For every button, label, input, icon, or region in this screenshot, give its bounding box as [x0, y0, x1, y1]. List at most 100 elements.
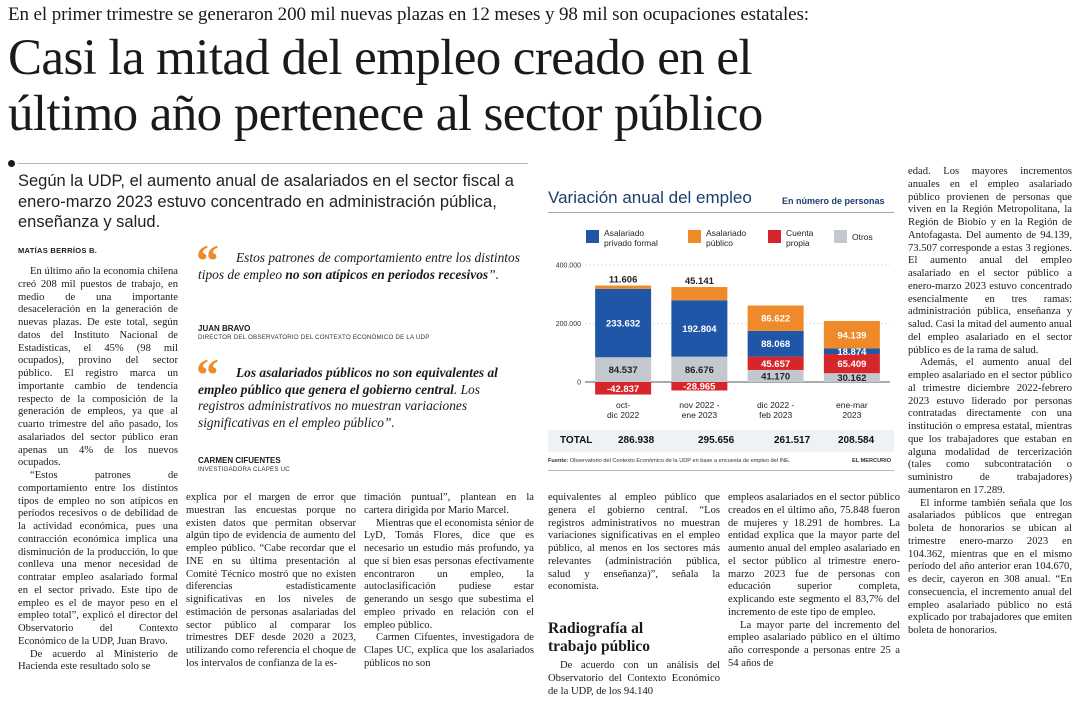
bar-segment: [747, 356, 804, 370]
total-label: TOTAL: [560, 435, 593, 446]
bar-segment: [671, 287, 728, 301]
subhead-line-2: trabajo público: [548, 638, 651, 655]
bar-segment: [747, 330, 804, 357]
legend-label-public: Asalariado público: [706, 228, 747, 248]
source-label: Fuente:: [548, 458, 569, 464]
paragraph: Mientras que el economista sénior de LyD…: [364, 517, 534, 631]
chart-unit: En número de personas: [782, 196, 885, 206]
data-label: 45.141: [685, 276, 715, 287]
bar-segment: [595, 357, 652, 382]
y-tick-label: 0: [577, 380, 581, 387]
x-tick-label: ene-mar: [836, 400, 868, 410]
chart-title: Variación anual del empleo: [548, 188, 752, 207]
y-tick-label: 200.000: [556, 321, 581, 328]
quote-1-text: Estos patrones de comportamiento entre l…: [198, 250, 520, 282]
total-value: 208.584: [838, 435, 875, 446]
data-label: 86.676: [685, 365, 714, 376]
quote-2-author: CARMEN CIFUENTES: [198, 456, 281, 465]
quote-1-role: DIRECTOR DEL OBSERVATORIO DEL CONTEXTO E…: [198, 334, 430, 341]
article-column-6: edad. Los mayores incrementos anuales en…: [908, 166, 1072, 638]
data-label: -42.837: [607, 384, 639, 395]
data-label: 30.162: [837, 373, 866, 384]
source-text: Observatorio del Contexto Económico de l…: [569, 458, 791, 464]
bar-segment: [671, 356, 728, 382]
x-tick-label: oct-: [616, 400, 630, 410]
quote-1-end: ”.: [488, 266, 499, 282]
paragraph: equivalentes al empleo público que gener…: [548, 492, 720, 593]
kicker: En el primer trimestre se generaron 200 …: [8, 4, 809, 25]
lead-paragraph: Según la UDP, el aumento anual de asalar…: [18, 172, 514, 231]
x-tick-label: dic 2022 -: [757, 400, 794, 410]
quote-1-author: JUAN BRAVO: [198, 324, 251, 333]
chart-bottom-rule: [548, 470, 894, 471]
x-tick-label: feb 2023: [759, 410, 792, 420]
paragraph: explica por el margen de error que muest…: [186, 492, 356, 669]
legend-label-selfemployed: Cuenta propia: [786, 228, 814, 248]
data-label: 233.632: [606, 319, 640, 330]
chart-title-rule: [548, 212, 894, 213]
legend-label-private: Asalariado privado formal: [604, 228, 658, 248]
bar-segment: [823, 320, 880, 349]
quote-mark-icon: “: [196, 235, 219, 286]
data-label: 45.657: [761, 359, 790, 370]
data-label: 88.068: [761, 339, 790, 350]
quote-2-text: . Los registros administrativos no muest…: [198, 381, 480, 430]
article-column-4: equivalentes al empleo público que gener…: [548, 492, 720, 594]
paragraph: Además, el aumento anual del empleo asal…: [908, 357, 1072, 496]
total-value: 295.656: [698, 435, 735, 446]
headline-line-1: Casi la mitad del empleo creado en el: [8, 30, 753, 86]
bar-segment: [595, 382, 652, 395]
quote-1-bold: no son atípicos en periodos recesivos: [285, 266, 489, 282]
quote-2-role: INVESTIGADORA CLAPES UC: [198, 466, 290, 473]
y-tick-label: 400.000: [556, 263, 581, 270]
x-tick-label: nov 2022 -: [679, 400, 719, 410]
paragraph: El informe también señala que los asalar…: [908, 497, 1072, 637]
data-label: 192.804: [682, 324, 717, 335]
paragraph: timación puntual”, plantean en la carter…: [364, 492, 534, 516]
article-column-5: empleos asalariados en el sector público…: [728, 492, 900, 671]
bar-segment: [671, 300, 728, 357]
byline: MATÍAS BERRÍOS B.: [18, 246, 98, 255]
x-tick-label: dic 2022: [607, 410, 639, 420]
x-tick-label: 2023: [842, 410, 861, 420]
paragraph: empleos asalariados en el sector público…: [728, 492, 900, 618]
paragraph: En último año la economía chilena creó 2…: [18, 266, 178, 469]
chart-credit: EL MERCURIO: [852, 458, 892, 464]
headline: Casi la mitad del empleo creado en el úl…: [8, 30, 1078, 142]
total-value: 261.517: [774, 435, 811, 446]
section-subhead: Radiografía al trabajo público: [548, 620, 650, 656]
legend-swatch-public: [688, 230, 701, 243]
bar-chart: 0 200.000 400.000 84.537 -42.837 233.632 11.60…: [556, 263, 890, 420]
subhead-line-1: Radiografía al: [548, 620, 644, 637]
data-label: 41.170: [761, 371, 790, 382]
article-column-3: timación puntual”, plantean en la carter…: [364, 492, 534, 671]
paragraph: “Estos patrones de comportamiento entre …: [18, 470, 178, 647]
paragraph: Carmen Cifuentes, investigadora de Clape…: [364, 632, 534, 669]
headline-line-2: último año pertenece al sector público: [8, 86, 763, 142]
paragraph: De acuerdo con un análisis del Observato…: [548, 660, 720, 697]
bar-segment: [823, 373, 880, 382]
legend-label-others: Otros: [852, 232, 873, 242]
total-row: TOTAL 286.938 295.656 261.517 208.584: [548, 430, 894, 452]
legend-swatch-others: [834, 230, 847, 243]
paragraph: La mayor parte del incremento del empleo…: [728, 619, 900, 669]
pull-quote-2: Los asalariados públicos no son equivale…: [198, 365, 528, 431]
article-column-1: En último año la economía chilena creó 2…: [18, 266, 178, 674]
data-label: 86.622: [761, 314, 790, 325]
article-column-2: explica por el margen de error que muest…: [186, 492, 356, 671]
bar-segment: [823, 354, 880, 374]
total-value: 286.938: [618, 435, 655, 446]
bar-segment: [595, 288, 652, 358]
data-label: 18.874: [837, 347, 867, 358]
bullet-dot: [8, 160, 15, 167]
legend-swatch-private: [586, 230, 599, 243]
chart-legend: Asalariado privado formal Asalariado púb…: [572, 226, 902, 256]
data-label: 94.139: [837, 330, 866, 341]
paragraph: De acuerdo al Ministerio de Hacienda est…: [18, 648, 178, 673]
bar-segment: [747, 305, 804, 331]
legend-swatch-selfemployed: [768, 230, 781, 243]
chart-source: Fuente: Observatorio del Contexto Económ…: [548, 458, 790, 464]
paragraph: edad. Los mayores incrementos anuales en…: [908, 166, 1072, 356]
data-label: 84.537: [609, 365, 638, 376]
bar-segment: [823, 348, 880, 355]
